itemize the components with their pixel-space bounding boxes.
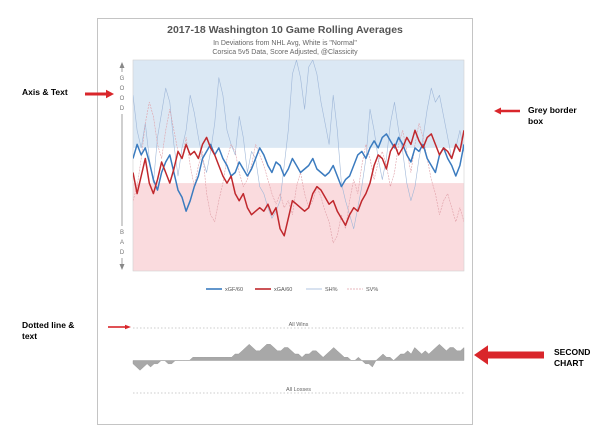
y-axis-bad-letter: D (120, 250, 125, 256)
arrow-axis-text (85, 89, 114, 99)
bad-zone-band (133, 183, 464, 271)
reference-label-all-wins: All Wins (289, 322, 309, 328)
annotation-dotted-line: Dotted line & text (22, 320, 74, 341)
good-zone-band (133, 60, 464, 148)
legend-label-xga-60: xGA/60 (274, 287, 292, 293)
arrow-dotted-line-shaft (108, 326, 125, 328)
arrow-second-chart (474, 345, 544, 365)
reference-label-all-losses: All Losses (286, 387, 311, 393)
y-axis-arrow-up (119, 62, 125, 68)
y-axis-bad-letter: A (120, 240, 124, 246)
arrow-second-chart-head (474, 345, 488, 365)
y-axis-bad-letter: B (120, 230, 124, 236)
legend-label-sh-: SH% (325, 287, 338, 293)
arrow-grey-border-shaft (501, 109, 520, 113)
annotation-grey-border-line2: box (528, 115, 544, 126)
series-line-sh- (133, 60, 464, 230)
y-axis-arrow-down (119, 264, 125, 270)
annotation-second-chart: SECOND CHART (554, 347, 590, 368)
annotation-grey-border: Grey border box (528, 105, 577, 126)
arrow-axis-text-shaft (85, 92, 106, 96)
annotation-second-chart-line2: CHART (554, 357, 584, 368)
second-chart-area (132, 344, 465, 371)
arrow-second-chart-shaft (488, 351, 544, 359)
y-axis-good-letter: O (120, 96, 125, 102)
arrow-dotted-line-head (125, 324, 131, 330)
annotation-grey-border-line1: Grey border (528, 105, 577, 115)
series-line-xgf-60 (133, 133, 464, 212)
series-line-xga-60 (133, 129, 464, 237)
y-axis-good-letter: D (120, 106, 125, 112)
arrow-dotted-line (108, 324, 131, 330)
arrow-grey-border-head (494, 107, 501, 115)
legend-label-sv-: SV% (366, 287, 378, 293)
chart-title: 2017-18 Washington 10 Game Rolling Avera… (167, 24, 403, 36)
y-axis-good-letter: O (120, 86, 125, 92)
normal-zone-band (133, 147, 464, 184)
annotation-dotted-line-line2: text (22, 330, 38, 341)
annotation-second-chart-line1: SECOND (554, 347, 591, 357)
annotation-dotted-line-line1: Dotted line & (22, 320, 75, 330)
arrow-grey-border (494, 107, 520, 115)
chart-subtitle-1: In Deviations from NHL Avg, White is "No… (213, 40, 357, 47)
legend-label-xgf-60: xGF/60 (225, 287, 243, 293)
y-axis-good-letter: G (120, 76, 125, 82)
annotation-axis-text: Axis & Text (22, 87, 68, 97)
plot-area-border (132, 59, 465, 272)
arrow-axis-text-head (106, 89, 114, 99)
chart-subtitle-2: Corsica 5v5 Data, Score Adjusted, @Class… (212, 49, 358, 56)
